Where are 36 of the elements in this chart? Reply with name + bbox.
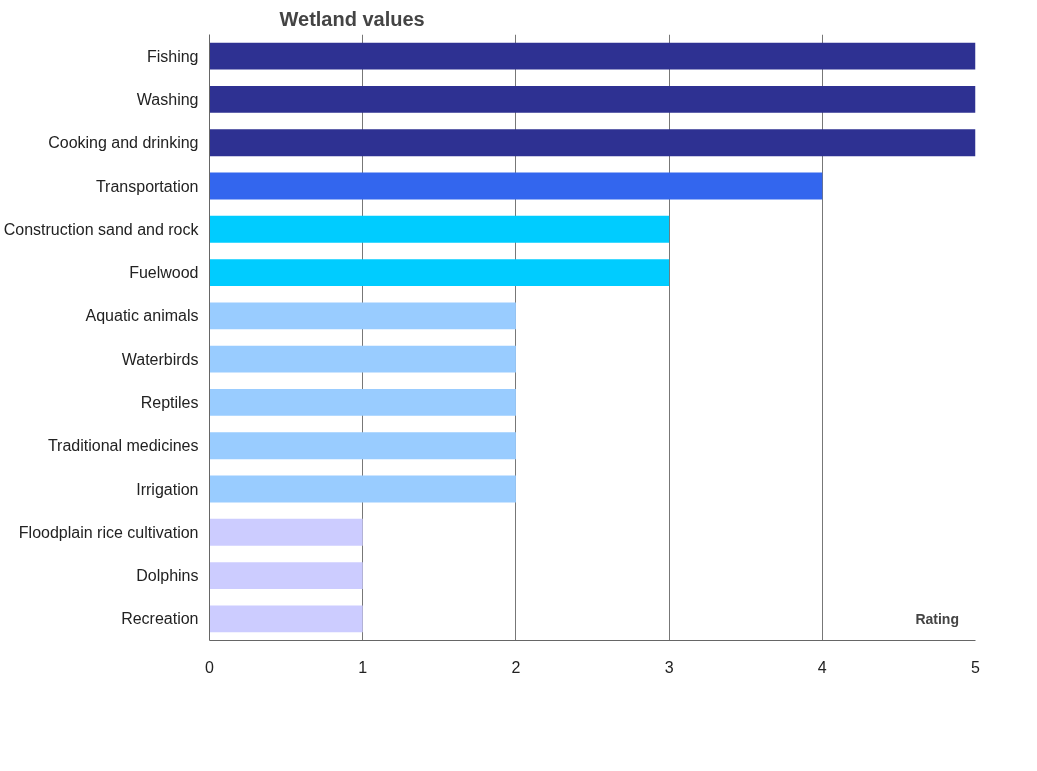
y-tick-label: Waterbirds bbox=[121, 350, 199, 368]
x-tick-label: 2 bbox=[511, 658, 521, 676]
y-tick-label: Aquatic animals bbox=[85, 307, 199, 325]
bar bbox=[209, 345, 516, 373]
y-tick-label: Floodplain rice cultivation bbox=[18, 523, 199, 541]
bar bbox=[209, 562, 363, 589]
bar bbox=[209, 389, 516, 416]
bar bbox=[209, 129, 976, 157]
bar bbox=[209, 172, 823, 200]
y-tick-label: Fuelwood bbox=[129, 264, 199, 282]
y-tick-label: Construction sand and rock bbox=[3, 220, 200, 238]
y-tick-label: Recreation bbox=[121, 610, 199, 628]
bar bbox=[209, 518, 363, 546]
bar bbox=[209, 475, 516, 503]
x-tick-label: 4 bbox=[817, 658, 827, 676]
bar bbox=[209, 432, 516, 460]
y-tick-label: Dolphins bbox=[136, 567, 199, 585]
x-axis-title: Rating bbox=[915, 610, 959, 627]
chart-title: Wetland values bbox=[279, 7, 425, 30]
x-tick-label: 1 bbox=[358, 658, 368, 676]
y-tick-label: Reptiles bbox=[140, 393, 199, 411]
bar bbox=[209, 42, 976, 70]
y-tick-label: Transportation bbox=[95, 177, 199, 195]
y-tick-label: Irrigation bbox=[136, 480, 199, 498]
y-tick-label: Traditional medicines bbox=[47, 437, 199, 455]
bar bbox=[209, 302, 516, 330]
bar bbox=[209, 215, 670, 243]
x-tick-label: 0 bbox=[205, 658, 215, 676]
bar bbox=[209, 259, 670, 286]
x-tick-label: 3 bbox=[664, 658, 674, 676]
y-tick-label: Fishing bbox=[146, 47, 199, 65]
bar bbox=[209, 86, 976, 113]
x-tick-label: 5 bbox=[971, 658, 981, 676]
bar bbox=[209, 605, 363, 633]
y-tick-label: Washing bbox=[136, 90, 199, 108]
y-tick-label: Cooking and drinking bbox=[48, 134, 199, 152]
